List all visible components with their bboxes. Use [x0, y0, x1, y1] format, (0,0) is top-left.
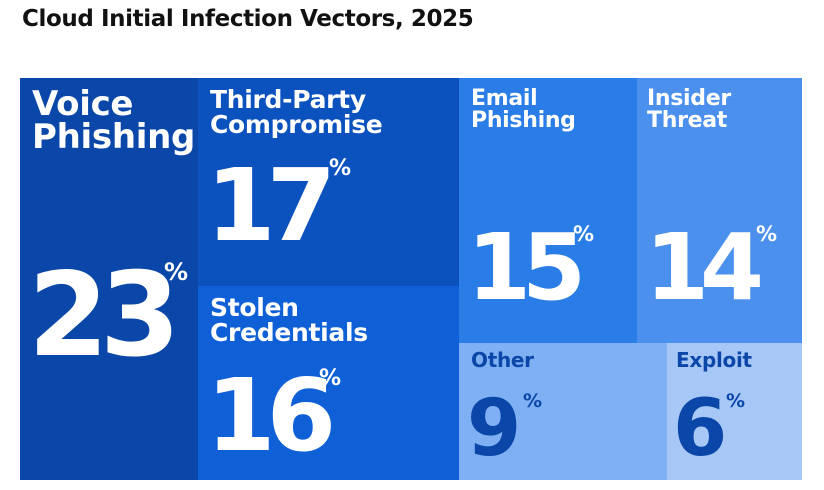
chart-title: Cloud Initial Infection Vectors, 2025 [22, 6, 474, 32]
tile-percent-exploit: % [726, 390, 746, 412]
tile-label-voice-phishing: Voice Phishing [32, 84, 196, 158]
tile-percent-voice-phishing: % [164, 258, 189, 286]
tile-value-voice-phishing: 23 [28, 248, 180, 383]
tile-third-party-compromise: Third-Party Compromise 17% [198, 78, 459, 286]
tile-other: Other 9% [459, 343, 667, 480]
tile-value-stolen-credentials: 16 [206, 357, 336, 474]
tile-email-phishing: Email Phishing 15% [459, 78, 637, 343]
tile-percent-stolen-credentials: % [319, 366, 342, 391]
tile-label-insider-threat: Insider Threat [647, 86, 731, 133]
tile-label-email-phishing: Email Phishing [471, 86, 576, 133]
tile-exploit: Exploit 6% [667, 343, 802, 480]
tile-value-email-phishing: 15 [467, 214, 586, 321]
tile-voice-phishing: Voice Phishing 23% [20, 78, 198, 480]
tile-label-other: Other [471, 348, 534, 372]
tile-percent-third-party-compromise: % [329, 156, 352, 181]
tile-stolen-credentials: Stolen Credentials 16% [198, 286, 459, 480]
tile-value-exploit: 6 [673, 384, 727, 474]
tile-percent-insider-threat: % [756, 222, 778, 246]
tile-value-third-party-compromise: 17 [206, 147, 336, 264]
tile-percent-other: % [523, 390, 543, 412]
tile-label-third-party-compromise: Third-Party Compromise [210, 85, 383, 139]
tile-value-insider-threat: 14 [645, 214, 764, 321]
tile-label-exploit: Exploit [676, 348, 752, 372]
tile-value-other: 9 [467, 384, 521, 474]
tile-percent-email-phishing: % [573, 222, 595, 246]
tile-label-stolen-credentials: Stolen Credentials [210, 293, 368, 347]
tile-insider-threat: Insider Threat 14% [637, 78, 802, 343]
